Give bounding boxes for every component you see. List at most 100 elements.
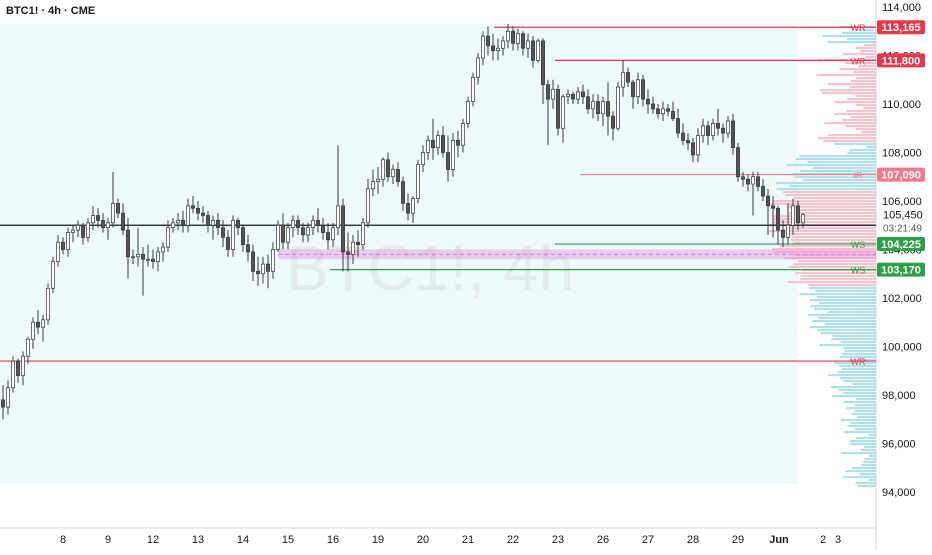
volume-profile-bar xyxy=(849,149,876,152)
candle xyxy=(6,380,10,415)
candle xyxy=(691,137,695,163)
candle xyxy=(391,164,395,185)
candle-body xyxy=(481,35,485,59)
candle-body xyxy=(291,220,295,229)
candle xyxy=(471,72,475,107)
candle-body xyxy=(801,213,805,224)
volume-profile-bar xyxy=(791,236,876,239)
candle xyxy=(566,89,570,104)
candle xyxy=(456,130,460,158)
volume-profile-bar xyxy=(850,422,876,425)
candle-body xyxy=(371,181,375,190)
volume-profile-bar xyxy=(800,278,876,281)
volume-profile-bar xyxy=(833,362,876,365)
volume-profile-bar xyxy=(793,263,876,266)
candle-body xyxy=(601,101,605,115)
volume-profile-bar xyxy=(779,245,876,248)
candle-body xyxy=(421,152,425,165)
price-badge[interactable]: 107,090 xyxy=(881,170,921,182)
candle-body xyxy=(26,338,30,357)
volume-profile-bar xyxy=(863,461,876,464)
candle-body xyxy=(261,263,265,275)
candle-body xyxy=(441,135,445,153)
candle xyxy=(586,89,590,114)
candle-body xyxy=(556,89,560,129)
candle-body xyxy=(31,321,35,340)
candle xyxy=(216,213,220,235)
volume-profile-bar xyxy=(837,371,876,374)
price-badge[interactable]: 113,165 xyxy=(881,22,920,34)
candle xyxy=(396,162,400,187)
candle xyxy=(696,128,700,163)
x-tick-label: 22 xyxy=(507,534,519,546)
volume-profile-bar xyxy=(848,359,876,362)
candle xyxy=(331,222,335,248)
candle-body xyxy=(101,220,105,229)
candle-body xyxy=(706,125,710,136)
candle xyxy=(426,135,430,160)
candle-body xyxy=(311,220,315,229)
candle-body xyxy=(586,96,590,110)
candle xyxy=(191,196,195,214)
candle-body xyxy=(36,321,40,328)
candle xyxy=(751,171,755,216)
volume-profile-bar xyxy=(839,365,876,368)
volume-profile-bar xyxy=(799,170,876,173)
level-tag-ws: WS xyxy=(851,266,866,276)
volume-profile-bar xyxy=(788,212,876,215)
volume-profile-bar xyxy=(789,185,876,188)
volume-profile-bar xyxy=(785,194,876,197)
level-tag-wr: WR xyxy=(851,56,866,66)
candle xyxy=(166,220,170,252)
candle-body xyxy=(646,98,650,105)
x-tick-label: 16 xyxy=(327,534,339,546)
candle-body xyxy=(776,207,780,231)
candle xyxy=(576,87,580,104)
candle-body xyxy=(276,224,280,250)
candle-body xyxy=(486,35,490,47)
candle xyxy=(151,249,155,269)
volume-profile-bar xyxy=(840,356,876,359)
price-badge[interactable]: 103,170 xyxy=(881,265,921,277)
candle xyxy=(431,118,435,160)
x-tick-label: 28 xyxy=(687,534,699,546)
candle xyxy=(56,234,60,267)
candle-body xyxy=(526,40,530,49)
x-tick-label: 21 xyxy=(462,534,474,546)
volume-profile-bar xyxy=(865,56,876,59)
y-tick-label: 94,000 xyxy=(882,487,916,499)
x-tick-label: 23 xyxy=(552,534,564,546)
candle-body xyxy=(251,251,255,272)
candle-body xyxy=(6,387,10,408)
volume-profile-bar xyxy=(820,332,876,335)
candle xyxy=(521,31,525,56)
candle xyxy=(546,79,550,146)
candle xyxy=(296,215,300,235)
x-tick-label: 26 xyxy=(597,534,609,546)
candle-body xyxy=(136,254,140,258)
candle xyxy=(376,167,380,194)
x-tick-label: 12 xyxy=(147,534,159,546)
candle xyxy=(786,203,790,245)
candle-body xyxy=(56,241,60,262)
volume-profile-bar xyxy=(794,176,876,179)
volume-profile-bar xyxy=(816,74,876,77)
volume-profile-bar xyxy=(831,338,876,341)
price-badge[interactable]: 111,800 xyxy=(882,55,921,67)
y-tick-label: 106,000 xyxy=(882,196,922,208)
volume-profile-bar xyxy=(814,308,876,311)
candle xyxy=(146,244,150,267)
candle xyxy=(326,222,330,250)
candle xyxy=(616,82,620,131)
candle-body xyxy=(241,227,245,246)
volume-profile-bar xyxy=(802,179,876,182)
volume-profile-bar xyxy=(800,275,876,278)
candle xyxy=(526,33,530,58)
price-badge[interactable]: 104,225 xyxy=(881,239,921,251)
candle xyxy=(516,28,520,51)
volume-profile-bar xyxy=(855,77,876,80)
volume-profile-bar xyxy=(843,392,876,395)
x-tick-label: 8 xyxy=(60,534,66,546)
x-tick-label: 3 xyxy=(835,534,841,546)
